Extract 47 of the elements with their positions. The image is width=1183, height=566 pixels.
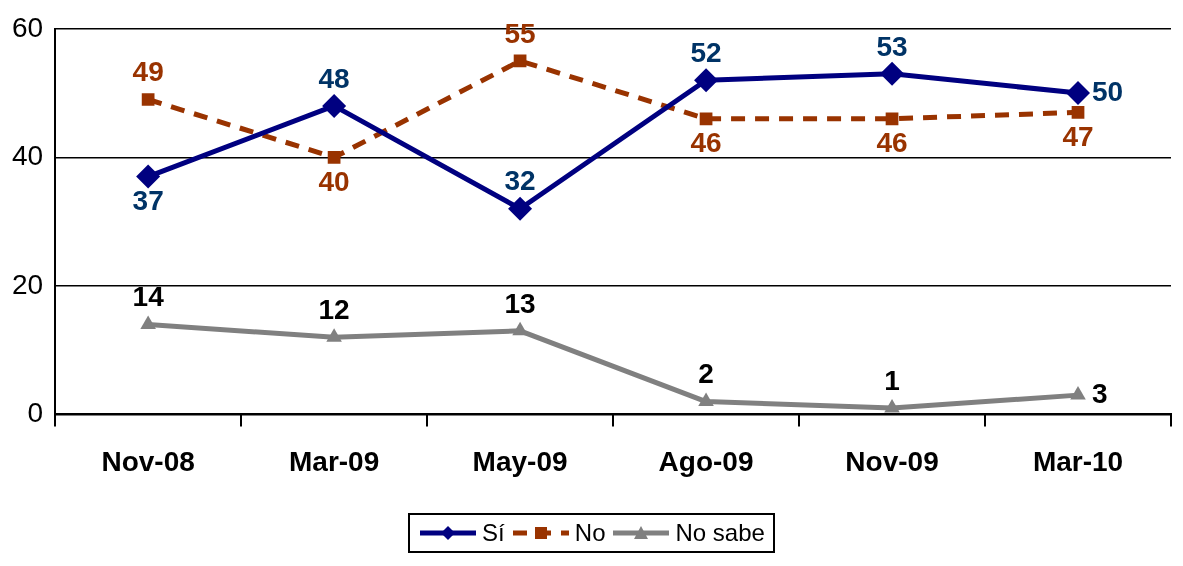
- data-label: 13: [504, 287, 536, 319]
- point: [1066, 81, 1091, 106]
- legend-label: No: [574, 519, 606, 547]
- point: [884, 398, 900, 413]
- data-label: 14: [132, 281, 165, 313]
- point: [699, 112, 713, 126]
- point: [885, 112, 899, 126]
- data-label: 37: [132, 185, 164, 217]
- legend-label: No sabe: [675, 519, 765, 547]
- point: [1071, 105, 1085, 119]
- data-label: 48: [318, 62, 350, 94]
- data-label: 46: [876, 127, 908, 159]
- x-tick-label: Ago-09: [658, 445, 754, 477]
- data-label: 32: [504, 165, 536, 197]
- point: [141, 93, 155, 106]
- point: [322, 93, 347, 118]
- point: [694, 68, 719, 93]
- point: [326, 328, 342, 342]
- data-label: 46: [690, 127, 722, 159]
- point: [880, 61, 905, 86]
- data-label: 40: [318, 166, 350, 198]
- x-tick-label: Mar-10: [1032, 445, 1124, 477]
- data-label: 1: [884, 364, 900, 396]
- data-label: 50: [1092, 75, 1124, 107]
- y-tick-label: 0: [27, 397, 44, 429]
- point: [1070, 386, 1086, 400]
- x-tick-label: Nov-09: [845, 445, 939, 477]
- point: [140, 315, 156, 329]
- y-tick-label: 40: [11, 140, 44, 172]
- point: [698, 392, 714, 407]
- point: [327, 150, 341, 164]
- point: [136, 164, 161, 189]
- data-label: 53: [876, 30, 908, 62]
- data-label: 12: [318, 294, 350, 325]
- point: [508, 196, 533, 221]
- point: [512, 321, 528, 336]
- y-tick-label: 60: [11, 11, 44, 43]
- data-label: 52: [690, 36, 722, 68]
- data-label: 49: [132, 56, 164, 88]
- y-tick-label: 20: [11, 268, 44, 300]
- data-label: 47: [1062, 121, 1094, 153]
- data-label: 2: [698, 358, 714, 390]
- legend-label: Sí: [482, 519, 505, 547]
- data-label: 3: [1092, 377, 1108, 409]
- x-tick-label: Mar-09: [288, 445, 380, 477]
- x-tick-label: May-09: [472, 445, 568, 477]
- x-tick-label: Nov-08: [101, 445, 195, 477]
